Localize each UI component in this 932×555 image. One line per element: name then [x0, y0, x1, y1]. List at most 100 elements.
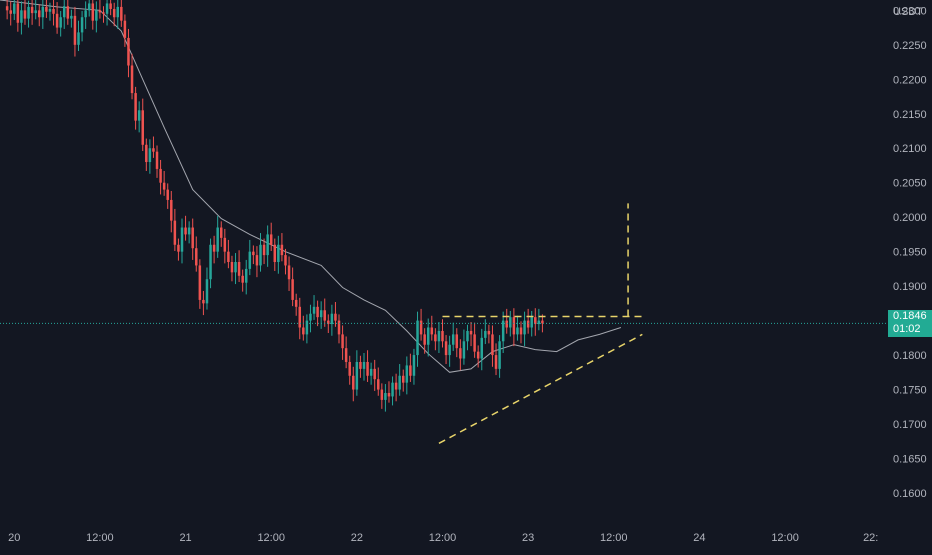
candle-body-28: [105, 3, 109, 14]
candle-body-6: [27, 6, 30, 19]
candle-body-60: [220, 227, 223, 238]
candle-body-122: [441, 330, 444, 342]
candle-body-114: [412, 355, 416, 376]
candle-body-126: [455, 334, 459, 349]
candle-body-86: [312, 306, 316, 314]
candle-body-67: [244, 268, 248, 283]
candle-body-69: [252, 251, 255, 256]
candle-body-138: [498, 341, 501, 369]
candle-body-30: [112, 8, 116, 18]
candle-body-72: [262, 244, 266, 256]
candle-body-143: [516, 327, 519, 335]
candle-body-105: [380, 389, 384, 400]
candle-body-84: [305, 320, 309, 335]
candle-body-56: [205, 279, 209, 304]
time-tick-1: 12:00: [86, 532, 114, 544]
candle-body-100: [362, 361, 366, 369]
candle-body-145: [523, 320, 526, 335]
candle-body-89: [323, 310, 326, 321]
candle-body-80: [291, 279, 294, 300]
candle-body-81: [294, 299, 298, 307]
candle-body-37: [137, 110, 141, 121]
price-tick-1: 0.2250: [893, 40, 927, 52]
candle-body-83: [302, 327, 305, 335]
candle-body-102: [369, 368, 373, 376]
price-axis[interactable]: 0.2300 0.2250 0.2200 0.2150 0.2100 0.2050 0.20…: [893, 5, 927, 500]
candle-body-85: [309, 313, 312, 321]
candle-body-144: [519, 327, 523, 335]
candle-body-52: [191, 227, 194, 249]
candle-body-147: [530, 317, 533, 328]
candle-body-44: [162, 182, 166, 190]
candle-body-101: [366, 361, 369, 376]
candle-body-109: [394, 382, 398, 390]
time-tick-4: 22: [351, 532, 363, 544]
candle-body-121: [437, 330, 441, 342]
candle-body-90: [327, 320, 330, 325]
candle-body-62: [227, 251, 230, 262]
candle-body-55: [202, 299, 205, 304]
candle-body-149: [537, 320, 541, 325]
candle-body-120: [434, 334, 437, 342]
time-axis[interactable]: 20 12:00 21 12:00 22 12:00 23 12:00 24 12:00 22:: [8, 532, 878, 544]
candle-body-135: [487, 330, 491, 335]
time-tick-7: 12:00: [600, 532, 628, 544]
candle-body-53: [195, 248, 198, 266]
pattern-annotations: [438, 203, 643, 444]
price-tick-2: 0.2200: [893, 74, 927, 86]
candle-body-11: [45, 6, 48, 12]
candle-body-54: [198, 265, 202, 300]
candle-body-106: [384, 393, 387, 400]
candle-body-107: [387, 393, 391, 397]
candle-body-78: [284, 255, 287, 266]
time-tick-9: 12:00: [771, 532, 799, 544]
price-tick-7: 0.1950: [893, 247, 927, 259]
candle-body-57: [209, 244, 212, 280]
candle-body-141: [509, 317, 512, 328]
candle-body-42: [155, 151, 159, 169]
candle-body-20: [77, 32, 80, 45]
candle-body-104: [377, 379, 380, 390]
candle-body-146: [526, 320, 530, 328]
candle-body-19: [73, 15, 77, 45]
candle-body-129: [466, 330, 469, 342]
candle-body-0: [5, 6, 9, 11]
moving-average: [0, 0, 622, 373]
candle-body-117: [423, 334, 426, 345]
price-tick-0: 0.2300: [893, 5, 927, 17]
candle-body-115: [416, 320, 419, 356]
candle-body-97: [352, 375, 355, 390]
price-tick-9: 0.1800: [893, 350, 927, 362]
candle-body-123: [444, 341, 448, 356]
candles: [5, 0, 544, 412]
support-line: [438, 333, 643, 444]
candle-body-31: [116, 6, 120, 18]
candle-body-26: [98, 10, 102, 13]
time-tick-3: 12:00: [257, 532, 285, 544]
candle-body-34: [127, 37, 130, 66]
candle-body-35: [130, 65, 134, 94]
candle-body-150: [541, 320, 544, 324]
current-price-tag: 0.1846 01:02: [888, 310, 932, 337]
candle-body-49: [180, 227, 184, 252]
candle-body-96: [348, 361, 351, 376]
candle-body-76: [277, 244, 280, 262]
candle-body-118: [426, 327, 430, 345]
price-tick-5: 0.2050: [893, 178, 927, 190]
candle-body-91: [330, 313, 334, 325]
candle-body-98: [355, 361, 359, 390]
candle-body-15: [59, 17, 62, 28]
candle-body-140: [505, 320, 508, 328]
candle-body-48: [177, 244, 180, 252]
candle-body-137: [494, 355, 498, 369]
price-tick-3: 0.2150: [893, 109, 927, 121]
candle-body-74: [269, 234, 273, 245]
candle-body-124: [448, 344, 451, 356]
price-tick-11: 0.1700: [893, 419, 927, 431]
candle-body-82: [298, 306, 302, 328]
candle-body-50: [184, 227, 187, 235]
price-tick-4: 0.2100: [893, 143, 927, 155]
candle-body-47: [173, 220, 177, 245]
